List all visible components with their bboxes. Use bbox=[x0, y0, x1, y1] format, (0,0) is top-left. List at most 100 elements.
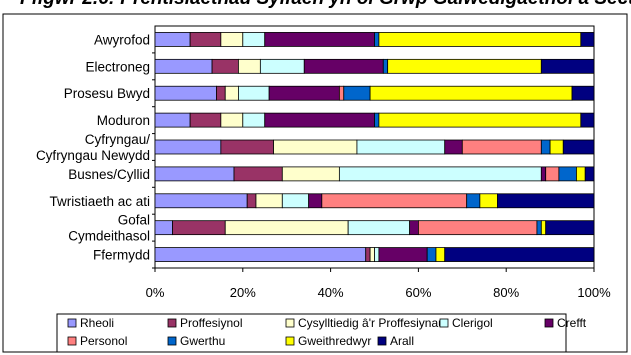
bar-segment bbox=[233, 166, 283, 182]
bar-segment bbox=[374, 247, 380, 262]
bar-segment bbox=[281, 193, 310, 209]
bar-segment bbox=[259, 58, 305, 74]
bar-segment bbox=[549, 139, 564, 155]
bar-segment bbox=[545, 166, 560, 182]
bar-segment bbox=[382, 58, 389, 74]
bar-segment bbox=[571, 85, 595, 101]
bar-segment bbox=[220, 32, 244, 47]
legend: Rheoli Proffesiynol Cysylltiedig â'r Proff… bbox=[67, 316, 587, 348]
x-tick-label: 100% bbox=[577, 285, 611, 300]
bar-segment bbox=[540, 139, 551, 155]
x-tick-label: 60% bbox=[405, 285, 431, 300]
legend-label: Proffesiynol bbox=[180, 316, 242, 330]
x-tick-label: 20% bbox=[230, 285, 256, 300]
bar-segment bbox=[409, 220, 419, 236]
bar-segment bbox=[238, 58, 261, 74]
bar-segment bbox=[220, 112, 244, 128]
bar-segment bbox=[321, 193, 468, 209]
bar-segment bbox=[426, 247, 437, 262]
bar-segment bbox=[338, 85, 345, 101]
legend-label: Clerigol bbox=[452, 316, 493, 330]
bar-segment bbox=[154, 166, 235, 182]
bar-segment bbox=[189, 112, 222, 128]
bar-segment bbox=[343, 85, 371, 101]
bar-segment bbox=[255, 193, 283, 209]
bar-segment bbox=[246, 193, 257, 209]
category-label: Gofal Cymdeithasol bbox=[68, 213, 150, 244]
category-label: Cyfryngau/Cyfryngau Newydd bbox=[36, 132, 150, 163]
legend-swatch bbox=[439, 318, 449, 328]
legend-box bbox=[56, 313, 567, 353]
bar-segment bbox=[242, 32, 266, 47]
bar-segment bbox=[387, 58, 542, 74]
legend-swatch bbox=[377, 336, 387, 346]
legend-swatch bbox=[167, 318, 177, 328]
legend-label: Crefft bbox=[557, 316, 587, 330]
legend-swatch bbox=[67, 318, 77, 328]
bar-segment bbox=[154, 112, 191, 128]
category-label: Electroneg bbox=[85, 59, 150, 74]
bar-segment bbox=[154, 247, 367, 262]
category-label: Twristiaeth ac ati bbox=[49, 194, 150, 209]
x-tick-label: 0% bbox=[146, 285, 165, 300]
bar-segment bbox=[497, 193, 595, 209]
bar-segment bbox=[378, 32, 582, 47]
legend-label: Rheoli bbox=[80, 316, 114, 330]
legend-swatch bbox=[544, 318, 554, 328]
bar-segment bbox=[540, 220, 547, 236]
bar-segment bbox=[154, 139, 222, 155]
bar-segment bbox=[374, 112, 380, 128]
bar-segment bbox=[435, 247, 446, 262]
bar-segment bbox=[238, 85, 270, 101]
bar-segment bbox=[540, 166, 547, 182]
bar-segment bbox=[444, 139, 463, 155]
bar-segment bbox=[378, 112, 582, 128]
bars-layer bbox=[154, 32, 595, 262]
bar-segment bbox=[154, 32, 191, 47]
legend-label: Cysylltiedig â'r Proffesiynau bbox=[298, 316, 445, 330]
legend-label: Personol bbox=[80, 334, 127, 348]
bar-segment bbox=[576, 166, 586, 182]
bar-segment bbox=[479, 193, 498, 209]
bar-segment bbox=[584, 166, 595, 182]
bar-segment bbox=[303, 58, 384, 74]
bar-segment bbox=[540, 58, 595, 74]
bar-segment bbox=[461, 139, 542, 155]
bar-segment bbox=[154, 85, 217, 101]
legend-label: Arall bbox=[390, 334, 414, 348]
legend-label: Gwerthu bbox=[180, 334, 225, 348]
bar-segment bbox=[154, 193, 248, 209]
bar-segment bbox=[216, 85, 226, 101]
bar-segment bbox=[378, 247, 428, 262]
bar-segment bbox=[444, 247, 595, 262]
bar-segment bbox=[273, 139, 358, 155]
bar-segment bbox=[242, 112, 266, 128]
legend-swatch bbox=[285, 336, 295, 346]
category-label: Busnes/Cyllid bbox=[68, 167, 150, 182]
bar-segment bbox=[580, 112, 595, 128]
bar-segment bbox=[264, 112, 375, 128]
legend-label: Gweithredwyr bbox=[298, 334, 371, 348]
bar-segment bbox=[264, 32, 375, 47]
bar-segment bbox=[211, 58, 239, 74]
bar-segment bbox=[220, 139, 274, 155]
bar-segment bbox=[580, 32, 595, 47]
bar-segment bbox=[189, 32, 222, 47]
bar-segment bbox=[268, 85, 340, 101]
bar-segment bbox=[281, 166, 340, 182]
legend-swatch bbox=[67, 336, 77, 346]
x-axis-ticks: 0% 20% 40% 60% 80% 100% bbox=[146, 268, 611, 300]
bar-segment bbox=[224, 85, 239, 101]
bar-segment bbox=[545, 220, 595, 236]
legend-swatch bbox=[285, 318, 295, 328]
bar-segment bbox=[369, 85, 573, 101]
x-tick-label: 80% bbox=[493, 285, 519, 300]
bar-segment bbox=[154, 220, 173, 236]
category-labels: Awyrofod Electroneg Prosesu Bwyd Moduron Cyf… bbox=[36, 32, 155, 269]
bar-segment bbox=[536, 220, 542, 236]
bar-segment bbox=[356, 139, 446, 155]
bar-segment bbox=[172, 220, 226, 236]
bar-segment bbox=[558, 166, 577, 182]
bar-segment bbox=[369, 247, 375, 262]
